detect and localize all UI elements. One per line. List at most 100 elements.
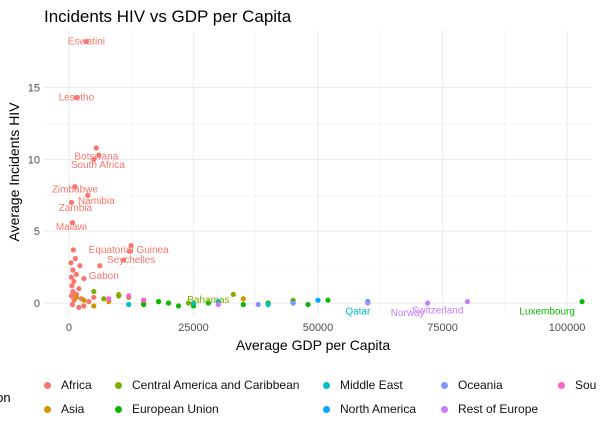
data-point bbox=[141, 297, 147, 303]
data-point bbox=[185, 300, 192, 306]
x-tick-label: 25000 bbox=[178, 322, 209, 334]
data-point bbox=[93, 145, 99, 151]
legend-item: Oceania bbox=[441, 378, 503, 392]
point-label: Eswatini bbox=[68, 36, 105, 47]
data-point bbox=[579, 299, 585, 305]
data-point bbox=[73, 271, 79, 277]
data-point bbox=[315, 297, 321, 303]
data-point bbox=[464, 299, 471, 305]
point-label: Zambia bbox=[59, 203, 93, 214]
point-label: Seychelles bbox=[107, 255, 155, 266]
point-label: Bahamas bbox=[187, 295, 229, 306]
data-point bbox=[215, 301, 221, 308]
data-point bbox=[91, 156, 97, 162]
data-point bbox=[69, 219, 75, 226]
point-label: Switzerland bbox=[412, 305, 464, 316]
data-point bbox=[175, 303, 182, 309]
legend-item: Africa bbox=[44, 378, 92, 392]
data-point bbox=[68, 260, 74, 266]
legend-label: Central America and Caribbean bbox=[132, 378, 300, 392]
legend-swatch bbox=[441, 406, 448, 413]
y-tick-label: 15 bbox=[28, 82, 40, 94]
y-axis-label: Average Incidents HIV bbox=[6, 102, 22, 242]
data-point bbox=[91, 303, 97, 309]
data-point bbox=[77, 263, 83, 269]
data-point bbox=[365, 300, 371, 306]
point-label: Zimbabwe bbox=[52, 185, 99, 196]
data-point bbox=[70, 267, 76, 273]
legend-swatch bbox=[323, 382, 330, 389]
legend-item: Middle East bbox=[323, 378, 403, 392]
legend: gion Africa Central America and Caribbean… bbox=[0, 372, 600, 422]
data-point bbox=[91, 288, 97, 295]
data-point bbox=[68, 293, 74, 299]
legend-swatch bbox=[44, 406, 51, 413]
data-point bbox=[81, 297, 87, 303]
point-label: Norway bbox=[391, 308, 425, 319]
x-tick-label: 0 bbox=[66, 322, 72, 334]
data-point bbox=[116, 293, 122, 299]
data-point bbox=[72, 184, 78, 190]
legend-label: Rest of Europe bbox=[458, 402, 539, 416]
data-point bbox=[101, 296, 107, 302]
data-point bbox=[121, 257, 127, 263]
data-point bbox=[325, 297, 331, 303]
data-point bbox=[190, 300, 197, 306]
legend-swatch bbox=[115, 382, 122, 389]
data-point bbox=[96, 152, 102, 158]
y-tick-label: 5 bbox=[34, 226, 40, 238]
legend-swatch bbox=[323, 406, 330, 413]
data-point bbox=[141, 301, 147, 308]
data-point bbox=[425, 300, 431, 306]
x-tick-label: 50000 bbox=[303, 322, 334, 334]
legend-label: North America bbox=[340, 402, 417, 416]
data-point bbox=[91, 294, 97, 300]
data-point bbox=[97, 263, 103, 269]
data-point bbox=[70, 288, 76, 295]
legend-label: Asia bbox=[61, 402, 85, 416]
point-label: Malawi bbox=[56, 222, 87, 233]
legend-label: Africa bbox=[61, 378, 92, 392]
legend-item: Asia bbox=[44, 402, 84, 416]
data-point bbox=[127, 248, 133, 254]
point-label: Gabon bbox=[89, 271, 119, 282]
legend-swatch bbox=[558, 382, 565, 389]
point-label: South Africa bbox=[71, 160, 125, 171]
x-tick-label: 100000 bbox=[549, 322, 586, 334]
x-axis-ticks: 0 25000 50000 75000 100000 bbox=[66, 322, 586, 334]
data-point bbox=[230, 291, 236, 298]
legend-label: Middle East bbox=[340, 378, 403, 392]
point-label: Equatorial Guinea bbox=[89, 245, 169, 256]
data-point bbox=[86, 299, 92, 305]
data-point bbox=[290, 300, 296, 306]
legend-item: Sou bbox=[558, 378, 596, 392]
legend-item: North America bbox=[323, 402, 416, 416]
legend-swatch bbox=[115, 406, 122, 413]
data-point bbox=[240, 296, 246, 302]
x-tick-label: 75000 bbox=[427, 322, 458, 334]
data-point bbox=[126, 301, 132, 308]
legend-swatch bbox=[441, 382, 448, 389]
data-point bbox=[68, 274, 74, 280]
data-point bbox=[81, 303, 87, 309]
data-point bbox=[106, 296, 112, 302]
data-point bbox=[69, 301, 75, 308]
data-point bbox=[76, 304, 82, 310]
data-point bbox=[85, 192, 91, 198]
point-label: Qatar bbox=[345, 307, 371, 318]
data-point bbox=[240, 301, 246, 308]
legend-swatch bbox=[44, 382, 51, 389]
legend-item: European Union bbox=[115, 402, 219, 416]
data-point bbox=[68, 199, 74, 206]
point-label: Luxembourg bbox=[519, 307, 575, 318]
data-point bbox=[255, 301, 261, 308]
point-label: Lesotho bbox=[59, 93, 95, 104]
data-point bbox=[81, 276, 87, 282]
y-axis-ticks: 0 5 10 15 bbox=[28, 82, 40, 310]
data-point bbox=[76, 286, 82, 292]
chart-title: Incidents HIV vs GDP per Capita bbox=[44, 7, 292, 26]
data-point bbox=[155, 299, 162, 305]
data-point bbox=[128, 242, 134, 249]
data-point bbox=[165, 300, 172, 306]
